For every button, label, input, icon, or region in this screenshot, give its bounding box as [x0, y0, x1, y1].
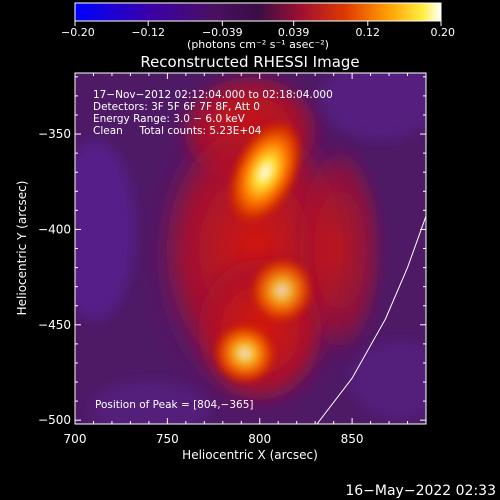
colorbar-tick-label: 0.039: [278, 26, 310, 39]
y-tick-label: −500: [38, 413, 71, 427]
colorbar-tick-label: −0.12: [131, 26, 165, 39]
annotation-time-range: 17−Nov−2012 02:12:04.000 to 02:18:04.000: [93, 89, 333, 101]
y-axis-ticks: −350 −400 −450 −500: [38, 76, 426, 427]
x-tick-label: 850: [341, 432, 364, 446]
y-tick-label: −400: [38, 222, 71, 236]
solar-limb-line: [316, 215, 426, 424]
y-tick-label: −450: [38, 318, 71, 332]
y-axis-label: Heliocentric Y (arcsec): [15, 181, 29, 316]
chart-title: Reconstructed RHESSI Image: [140, 53, 359, 71]
colorbar-tick-label: −0.20: [61, 26, 95, 39]
x-tick-label: 700: [64, 432, 87, 446]
xray-source-1: [227, 119, 303, 225]
peak-position-label: Position of Peak = [804,−365]: [95, 399, 254, 411]
annotation-energy-range: Energy Range: 3.0 − 6.0 keV: [93, 113, 246, 125]
colorbar-tick-label: 0.12: [356, 26, 381, 39]
xray-source-3: [213, 322, 277, 385]
colorbar-tick-label: 0.20: [431, 26, 456, 39]
colorbar-ticks: −0.20 −0.12 −0.039 0.039 0.12 0.20: [61, 21, 455, 39]
x-tick-label: 800: [248, 432, 271, 446]
annotation-detectors: Detectors: 3F 5F 6F 7F 8F, Att 0: [93, 101, 260, 113]
y-tick-label: −350: [38, 127, 71, 141]
x-tick-label: 750: [156, 432, 179, 446]
annotation-total-counts: Clean Total counts: 5.23E+04: [93, 125, 262, 137]
x-axis-label: Heliocentric X (arcsec): [182, 448, 318, 462]
colorbar-tick-label: −0.039: [202, 26, 243, 39]
x-axis-ticks: 700 750 800 850: [64, 73, 409, 446]
xray-source-2: [249, 257, 315, 324]
footer-timestamp: 16−May−2022 02:33: [345, 483, 496, 499]
colorbar: [74, 2, 442, 22]
colorbar-unit-label: (photons cm⁻² s⁻¹ asec⁻²): [187, 38, 329, 51]
heatmap-image: [75, 73, 426, 424]
